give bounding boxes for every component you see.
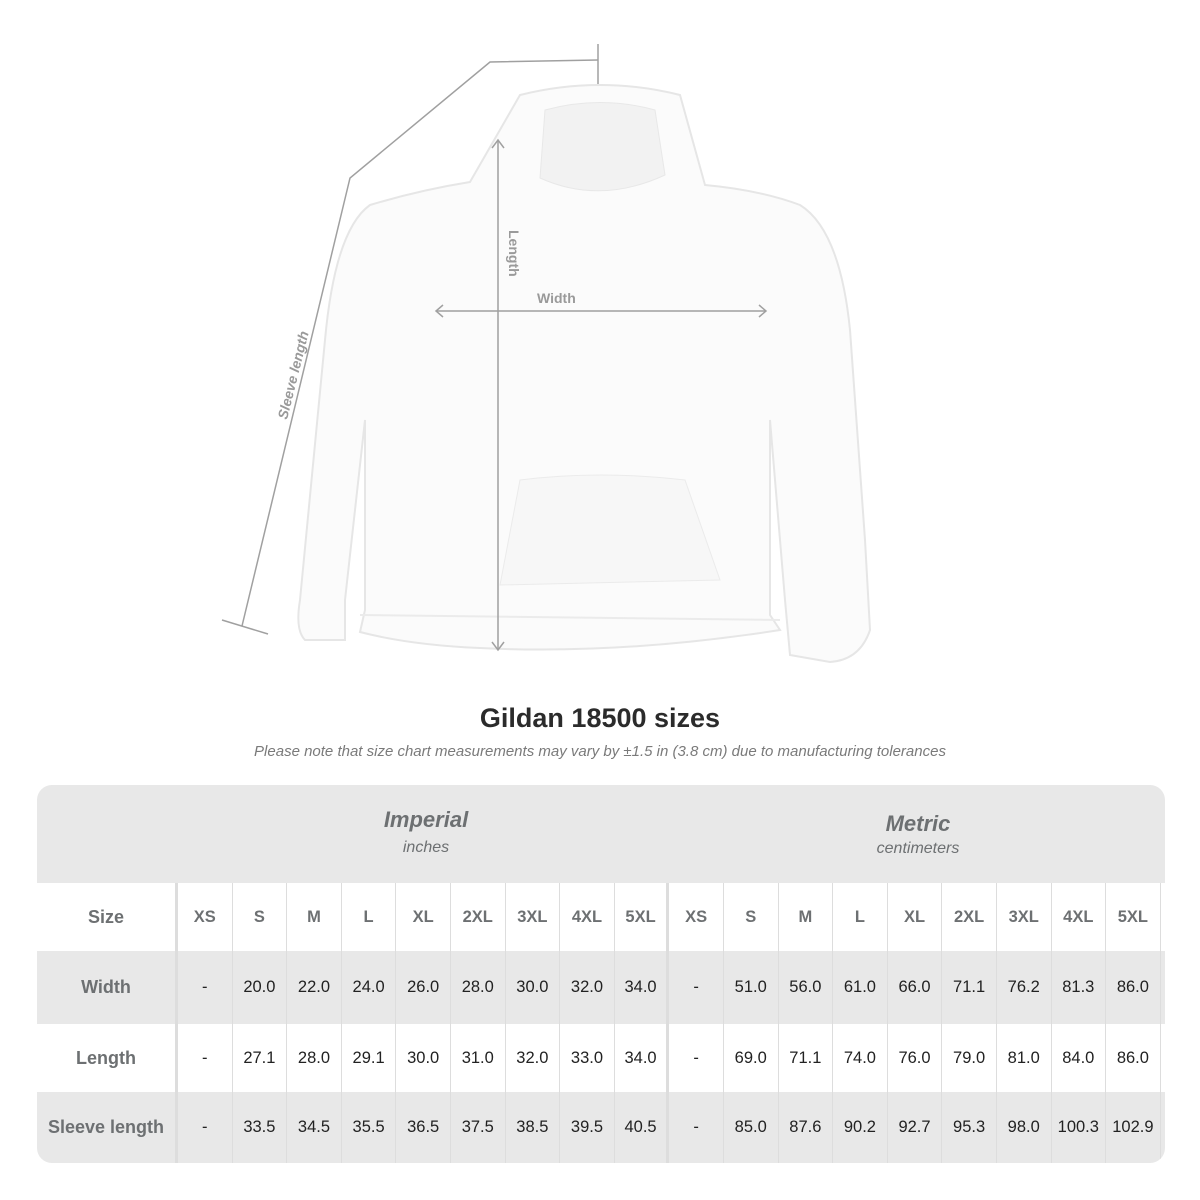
size-header-cell: XL: [888, 883, 943, 951]
table-row: Sleeve length -33.5 34.5 35.5 36.5 37.5 38.5 39…: [37, 1092, 1165, 1163]
imperial-cell: 36.5: [396, 1092, 451, 1163]
imperial-cell: 34.5: [287, 1092, 342, 1163]
imperial-cell: 31.0: [451, 1024, 506, 1092]
imperial-cell: 32.0: [506, 1024, 561, 1092]
size-table: Imperial inches Metric centimeters Size X…: [37, 785, 1165, 1163]
metric-title: Metric: [885, 811, 951, 836]
size-header-cell: 2XL: [451, 883, 506, 951]
imperial-cell: 28.0: [451, 951, 506, 1024]
metric-cell: 90.2: [833, 1092, 888, 1163]
metric-cell: 56.0: [779, 951, 834, 1024]
imperial-cell: 38.5: [506, 1092, 561, 1163]
hoodie-illustration: Length Width Sleeve length: [221, 44, 872, 664]
metric-cell: 95.3: [942, 1092, 997, 1163]
imperial-cell: 33.5: [233, 1092, 288, 1163]
metric-cell: 86.0: [1106, 951, 1161, 1024]
size-header-cell: S: [233, 883, 288, 951]
size-header-cell: M: [779, 883, 834, 951]
table-row: Length -27.1 28.0 29.1 30.0 31.0 32.0 33.0 34.0-…: [37, 1024, 1165, 1092]
metric-cell: 61.0: [833, 951, 888, 1024]
imperial-cell: 24.0: [342, 951, 397, 1024]
sleeve-length-label: Sleeve length: [274, 329, 311, 420]
imperial-cell: 22.0: [287, 951, 342, 1024]
imperial-cell: 35.5: [342, 1092, 397, 1163]
imperial-cell: 33.0: [560, 1024, 615, 1092]
metric-cell: 100.3: [1052, 1092, 1107, 1163]
hoodie-image: [297, 84, 872, 664]
size-header-cell: L: [833, 883, 888, 951]
metric-cell: 76.2: [997, 951, 1052, 1024]
metric-unit: centimeters: [876, 840, 960, 857]
metric-cell: 87.6: [779, 1092, 834, 1163]
size-header-cell: 5XL: [1106, 883, 1161, 951]
imperial-cell: 32.0: [560, 951, 615, 1024]
metric-cell: -: [669, 951, 724, 1024]
imperial-title: Imperial: [383, 807, 469, 832]
imperial-cell: 28.0: [287, 1024, 342, 1092]
size-header-row: Size XS S M L XL 2XL 3XL 4XL 5XL XS S M L XL 2XL 3XL 4XL 5…: [37, 883, 1165, 951]
imperial-cell: 26.0: [396, 951, 451, 1024]
metric-cell: 71.1: [779, 1024, 834, 1092]
metric-cell: 92.7: [888, 1092, 943, 1163]
metric-cell: 81.3: [1052, 951, 1107, 1024]
imperial-cell: 34.0: [615, 951, 670, 1024]
metric-cell: -: [669, 1024, 724, 1092]
imperial-cell: -: [178, 1092, 233, 1163]
metric-cell: 86.0: [1106, 1024, 1161, 1092]
metric-cell: 98.0: [997, 1092, 1052, 1163]
metric-cell: 85.0: [724, 1092, 779, 1163]
size-header-cell: 3XL: [997, 883, 1052, 951]
row-label: Length: [37, 1024, 178, 1092]
metric-header: Metric centimeters: [672, 785, 1164, 883]
imperial-cell: -: [178, 951, 233, 1024]
size-header-cell: 5XL: [615, 883, 670, 951]
metric-cell: 69.0: [724, 1024, 779, 1092]
size-header-cell: XS: [178, 883, 233, 951]
metric-cell: -: [669, 1092, 724, 1163]
metric-cell: 84.0: [1052, 1024, 1107, 1092]
imperial-cell: 40.5: [615, 1092, 670, 1163]
metric-cell: 79.0: [942, 1024, 997, 1092]
row-label: Size: [37, 883, 178, 951]
tolerance-note: Please note that size chart measurements…: [254, 743, 946, 760]
metric-cell: 81.0: [997, 1024, 1052, 1092]
imperial-cell: 30.0: [396, 1024, 451, 1092]
imperial-cell: 37.5: [451, 1092, 506, 1163]
row-label: Sleeve length: [37, 1092, 178, 1163]
size-header-cell: S: [724, 883, 779, 951]
imperial-header: Imperial inches: [180, 785, 672, 883]
metric-cell: 51.0: [724, 951, 779, 1024]
table-row: Width -20.0 22.0 24.0 26.0 28.0 30.0 32.0 34.0-5…: [37, 951, 1165, 1024]
metric-cell: 76.0: [888, 1024, 943, 1092]
page-title: Gildan 18500 sizes: [479, 703, 721, 733]
size-header-cell: 2XL: [942, 883, 997, 951]
size-header-cell: XS: [669, 883, 724, 951]
imperial-cell: 34.0: [615, 1024, 670, 1092]
imperial-cell: 27.1: [233, 1024, 288, 1092]
size-header-cell: M: [287, 883, 342, 951]
imperial-cell: 29.1: [342, 1024, 397, 1092]
imperial-cell: -: [178, 1024, 233, 1092]
metric-cell: 102.9: [1106, 1092, 1161, 1163]
imperial-cell: 20.0: [233, 951, 288, 1024]
width-label: Width: [537, 290, 576, 306]
metric-cell: 74.0: [833, 1024, 888, 1092]
sleeve-length-line: [241, 59, 599, 627]
size-header-cell: 3XL: [506, 883, 561, 951]
size-header-cell: 4XL: [1052, 883, 1107, 951]
imperial-cell: 30.0: [506, 951, 561, 1024]
metric-cell: 71.1: [942, 951, 997, 1024]
size-header-cell: 4XL: [560, 883, 615, 951]
size-header-cell: XL: [396, 883, 451, 951]
row-label: Width: [37, 951, 178, 1024]
imperial-cell: 39.5: [560, 1092, 615, 1163]
size-header-cell: L: [342, 883, 397, 951]
imperial-unit: inches: [402, 839, 450, 856]
length-label: Length: [506, 230, 522, 277]
metric-cell: 66.0: [888, 951, 943, 1024]
